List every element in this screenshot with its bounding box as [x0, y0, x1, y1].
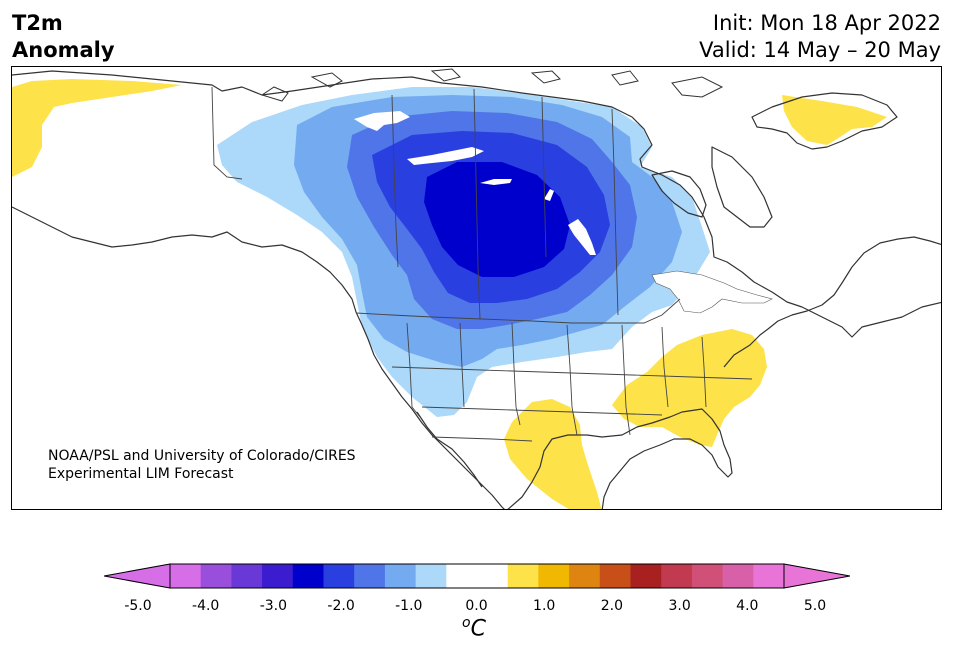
colorbar-segment — [477, 564, 509, 588]
colorbar-segment — [262, 564, 294, 588]
colorbar-segment — [292, 564, 324, 588]
colorbar-tick: 1.0 — [533, 598, 556, 614]
warm-alaska-north — [12, 79, 182, 177]
colorbar-tick: -5.0 — [124, 598, 152, 614]
colorbar-tick-labels: -5.0 -4.0 -3.0 -2.0 -1.0 0.0 1.0 2.0 3.0 4.0 5.0 — [104, 598, 850, 618]
colorbar-segments — [170, 564, 785, 588]
lake-great-bear — [354, 111, 410, 131]
colorbar-tick: 0.0 — [465, 598, 488, 614]
colorbar-segment — [200, 564, 232, 588]
colorbar-tick: 3.0 — [668, 598, 691, 614]
colorbar — [104, 563, 850, 589]
unit-degree: o — [462, 615, 471, 631]
forecast-dates: Init: Mon 18 Apr 2022 Valid: 14 May – 20… — [699, 10, 941, 64]
colorbar-segment — [569, 564, 601, 588]
lake-reindeer — [544, 189, 554, 201]
credit-line-1: NOAA/PSL and University of Colorado/CIRE… — [48, 448, 356, 464]
great-lakes — [651, 270, 773, 314]
political-borders — [211, 86, 753, 442]
colorbar-outline — [169, 563, 785, 589]
colorbar-segment — [384, 564, 417, 588]
colorbar-over-arrow — [783, 563, 850, 589]
colorbar-tick: -3.0 — [259, 598, 288, 614]
colorbar-segment — [538, 564, 570, 588]
map-title: T2m Anomaly — [12, 10, 115, 64]
warm-southeast-us — [612, 329, 767, 447]
colorbar-tick: 2.0 — [600, 598, 624, 614]
lake-great-slave — [407, 147, 484, 165]
colorbar-segment — [323, 564, 355, 588]
anomaly-map: NOAA/PSL and University of Colorado/CIRE… — [12, 67, 941, 509]
credit-text: NOAA/PSL and University of Colorado/CIRE… — [48, 448, 356, 482]
colorbar-tick: 5.0 — [803, 598, 827, 614]
colorbar-segment — [507, 564, 539, 588]
colorbar-segment — [599, 564, 631, 588]
lake-winnipeg — [568, 219, 596, 255]
arctic-islands — [260, 68, 724, 102]
colorbar-segment — [630, 564, 662, 588]
init-date: Init: Mon 18 Apr 2022 — [712, 11, 941, 35]
colorbar-segment — [753, 564, 785, 588]
colorbar-tick: -4.0 — [192, 598, 220, 614]
colorbar-unit: oC — [462, 615, 486, 641]
lake-athabasca — [480, 179, 512, 185]
cold-level-5 — [424, 162, 570, 277]
title-line-anomaly: Anomaly — [12, 38, 115, 62]
title-line-variable: T2m — [12, 11, 63, 35]
colorbar-segment — [415, 564, 447, 588]
colorbar-segment — [661, 564, 693, 588]
valid-range: Valid: 14 May – 20 May — [699, 38, 941, 62]
colorbar-segment — [722, 564, 754, 588]
colorbar-under-arrow — [104, 563, 171, 589]
colorbar-tick: 4.0 — [736, 598, 759, 614]
colorbar-segment — [691, 564, 724, 588]
credit-line-2: Experimental LIM Forecast — [48, 466, 234, 482]
colorbar-segment — [170, 564, 202, 588]
warm-greenland — [782, 95, 887, 145]
colorbar-segment — [354, 564, 386, 588]
colorbar-segment — [231, 564, 263, 588]
warm-mexico — [504, 399, 602, 509]
colorbar-tick: -1.0 — [395, 598, 423, 614]
colorbar-segment — [446, 564, 478, 588]
unit-celsius: C — [470, 616, 486, 642]
colorbar-tick: -2.0 — [327, 598, 355, 614]
map-panel: NOAA/PSL and University of Colorado/CIRE… — [11, 66, 942, 510]
